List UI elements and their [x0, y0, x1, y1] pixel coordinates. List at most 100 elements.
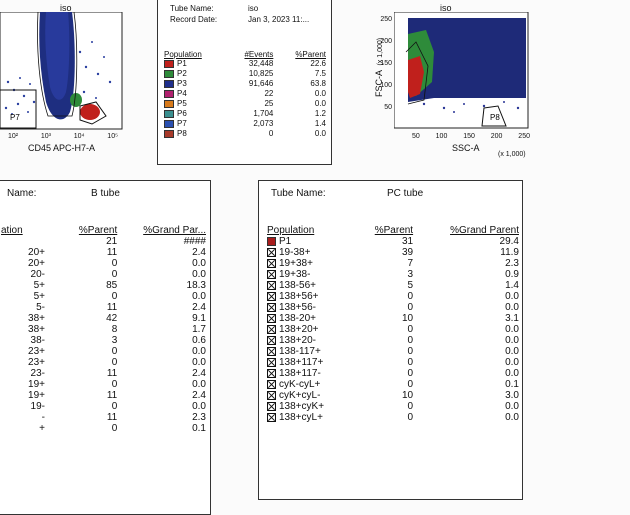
- parent-cell: 63.8: [310, 79, 326, 88]
- table-row: 5+ 0 0.0: [0, 291, 208, 302]
- table-row: 20+ 11 2.4: [0, 247, 208, 258]
- right-scatter-plot: iso FSC-A (x 1,000) 250 200 150 100 50 P…: [362, 0, 532, 172]
- population-name: 19+38+: [279, 258, 313, 269]
- population-cell: P8: [162, 129, 225, 139]
- events-cell: 1,704: [253, 109, 274, 118]
- parent-cell: 39: [401, 247, 414, 258]
- table-row: 20- 0 0.0: [0, 269, 208, 280]
- parent-cell: 0: [111, 291, 118, 302]
- iso-record-date-value: Jan 3, 2023 11:...: [248, 15, 310, 24]
- right-plot-x-tick: 250: [518, 133, 530, 140]
- population-name: P7: [177, 119, 187, 128]
- grand-parent-cell: 2.4: [192, 390, 206, 401]
- population-name: 138+56+: [279, 291, 319, 302]
- grand-parent-cell: 0.0: [505, 291, 519, 302]
- population-cell: P5: [162, 99, 225, 109]
- population-cell: 23+: [28, 346, 45, 357]
- parent-cell: 31: [401, 236, 414, 247]
- left-plot-gate-label: P7: [10, 113, 20, 122]
- population-cell: 19-38+: [265, 247, 354, 258]
- population-name: 138-117+: [279, 346, 321, 357]
- population-name: 138+20+: [279, 324, 319, 335]
- parent-cell: 0: [407, 335, 414, 346]
- population-name: 138+117-: [279, 368, 321, 379]
- population-header: Population: [164, 50, 202, 59]
- population-cell: 23+: [28, 357, 45, 368]
- population-color-swatch: [164, 119, 174, 128]
- parent-cell: 0: [111, 401, 118, 412]
- population-unchecked-icon: [267, 401, 276, 411]
- grand-parent-cell: 29.4: [499, 236, 519, 247]
- events-cell: 2,073: [253, 119, 274, 128]
- parent-cell: 3: [111, 335, 118, 346]
- table-row: 138-56+ 5 1.4: [265, 280, 521, 291]
- table-row: P4 22 0.0: [162, 89, 328, 99]
- table-row: 138+cyL+ 0 0.0: [265, 412, 521, 423]
- table-row: 138+117- 0 0.0: [265, 368, 521, 379]
- right-plot-y-tick: 100: [380, 82, 392, 89]
- iso-tube-name-label: Tube Name:: [170, 4, 214, 13]
- population-name: 138+56-: [279, 302, 316, 313]
- parent-cell: 0.0: [314, 89, 326, 98]
- population-name: 138+cyK+: [279, 401, 325, 412]
- left-plot-x-tick: 10²: [8, 133, 19, 140]
- parent-cell: 0: [111, 258, 118, 269]
- table-row: 5+ 85 18.3: [0, 280, 208, 291]
- b-tube-panel: Name: B tube ation %Parent %Grand Par...…: [0, 180, 211, 515]
- table-row: 138+56- 0 0.0: [265, 302, 521, 313]
- parent-cell: 0: [407, 346, 414, 357]
- population-color-swatch: [164, 109, 174, 118]
- grand-parent-cell: 0.0: [505, 346, 519, 357]
- grand-parent-cell: 0.0: [192, 346, 206, 357]
- right-plot-x-tick: 200: [490, 133, 503, 140]
- parent-cell: 0: [111, 269, 118, 280]
- population-cell: 138+cyL+: [265, 412, 354, 423]
- population-cell: 138+cyK+: [265, 401, 354, 412]
- iso-population-panel: Tube Name: iso Record Date: Jan 3, 2023 …: [157, 0, 332, 165]
- population-color-swatch: [164, 129, 174, 138]
- table-row: 19+38- 3 0.9: [265, 269, 521, 280]
- population-cell: 38-: [30, 335, 45, 346]
- table-row: 19-38+ 39 11.9: [265, 247, 521, 258]
- table-row: P1 31 29.4: [265, 236, 521, 247]
- pc-tube-panel: Tube Name: PC tube Population %Parent %G…: [258, 180, 523, 500]
- table-row: 19+38+ 7 2.3: [265, 258, 521, 269]
- population-name: P5: [177, 99, 187, 108]
- table-row: 23- 11 2.4: [0, 368, 208, 379]
- right-plot-x-tick: 150: [463, 133, 475, 140]
- population-unchecked-icon: [267, 335, 276, 345]
- events-cell: 0: [268, 129, 274, 138]
- table-row: 38- 3 0.6: [0, 335, 208, 346]
- events-cell: 10,825: [248, 69, 274, 78]
- parent-cell: 42: [106, 313, 118, 324]
- parent-cell: 8: [111, 324, 118, 335]
- table-row: 23+ 0 0.0: [0, 357, 208, 368]
- table-row: 138+56+ 0 0.0: [265, 291, 521, 302]
- population-name: 19-38+: [279, 247, 311, 258]
- b-tube-table: ation %Parent %Grand Par... 21 #### 20+ 11 2…: [0, 225, 208, 434]
- table-row: P6 1,704 1.2: [162, 109, 328, 119]
- table-row: P3 91,646 63.8: [162, 79, 328, 89]
- population-name: P1: [279, 236, 292, 247]
- right-plot-y-tick-column: 250 200 150 100 50: [372, 10, 392, 128]
- population-name: P2: [177, 69, 187, 78]
- grand-parent-cell: 0.0: [192, 357, 206, 368]
- population-unchecked-icon: [267, 258, 276, 268]
- population-cell: 5-: [36, 302, 45, 313]
- left-plot-x-tick: 10⁴: [73, 133, 85, 140]
- grand-parent-cell: 0.6: [192, 335, 206, 346]
- parent-cell: 11: [106, 412, 118, 423]
- table-row: 5- 11 2.4: [0, 302, 208, 313]
- population-cell: P1: [265, 236, 354, 247]
- population-cell: 20+: [28, 247, 45, 258]
- parent-cell: 0: [407, 379, 414, 390]
- events-cell: 91,646: [248, 79, 274, 88]
- pc-tube-name-label: Tube Name:: [271, 188, 326, 199]
- grand-parent-cell: 0.0: [505, 324, 519, 335]
- table-row: 23+ 0 0.0: [0, 346, 208, 357]
- grand-parent-cell: 0.0: [192, 379, 206, 390]
- right-plot-x-tick: 100: [435, 133, 448, 140]
- population-cell: 38+: [28, 313, 45, 324]
- population-name: P8: [177, 129, 187, 138]
- population-name: 138-20+: [279, 313, 316, 324]
